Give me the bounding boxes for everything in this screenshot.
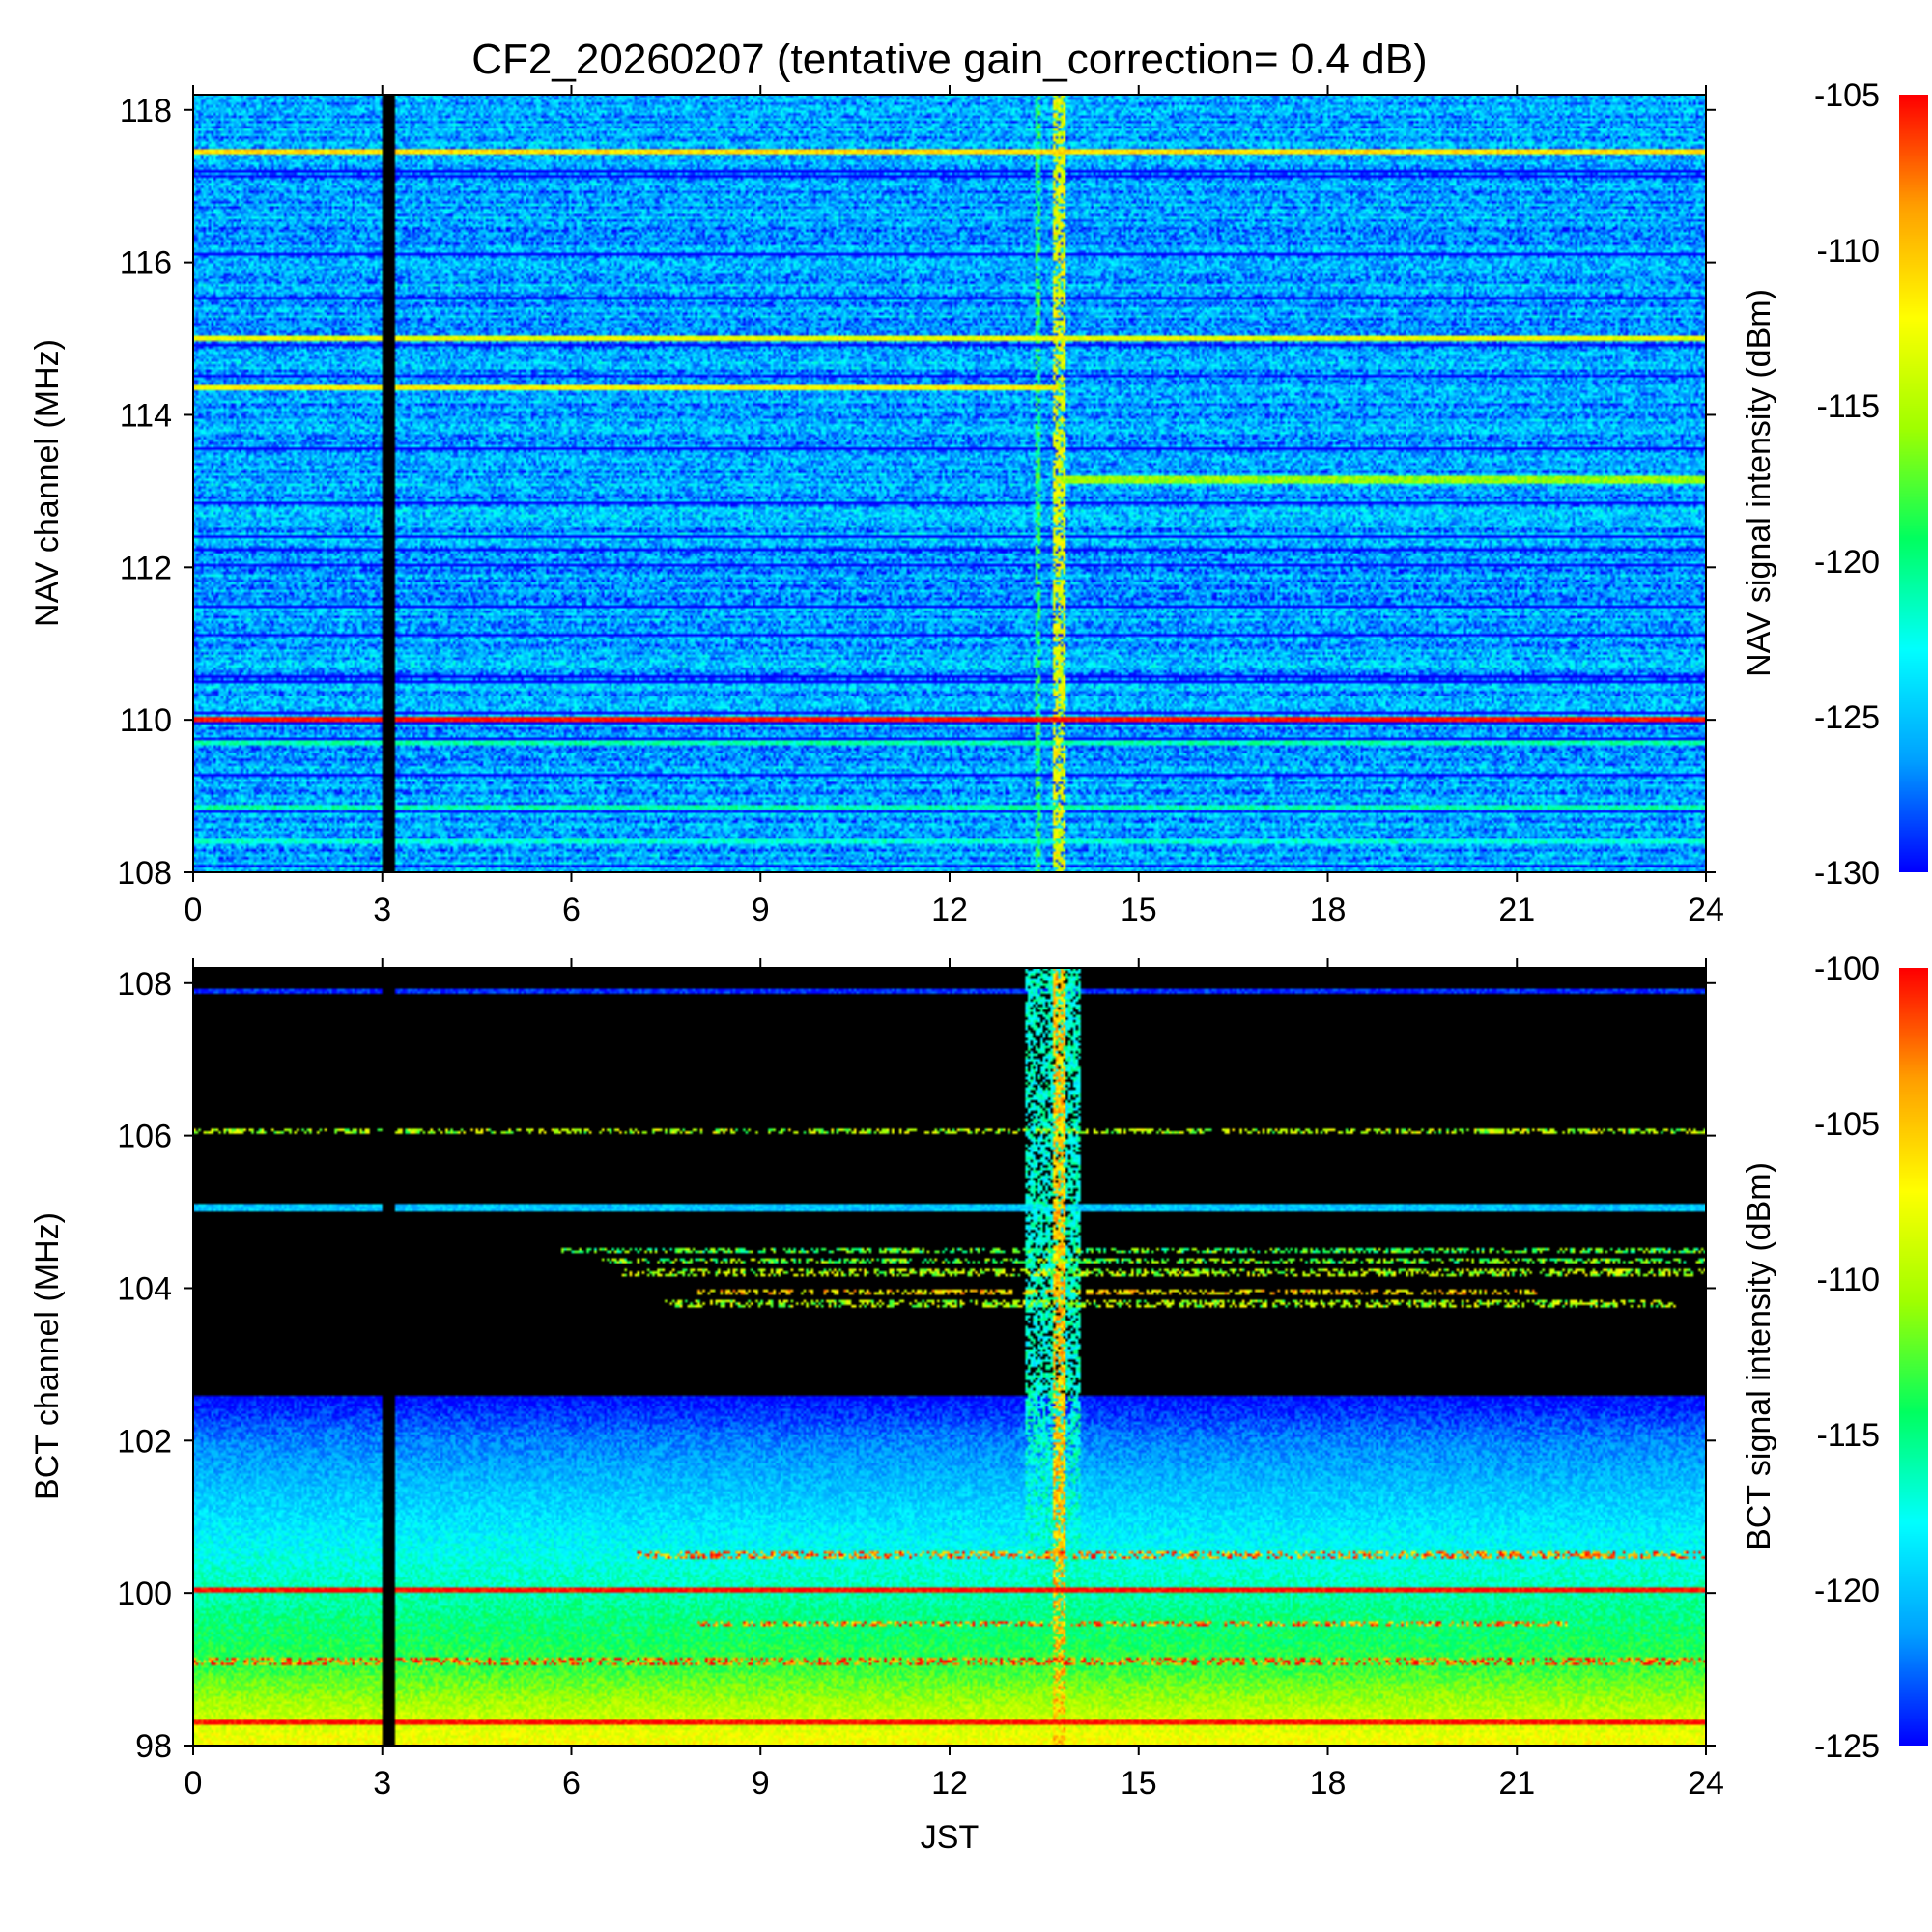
x-tick-label: 21 xyxy=(1498,892,1535,928)
nav-y-ticks: 108 110 112 114 116 118 xyxy=(117,93,1716,892)
bct-colorbar-ticks: -125 -120 -115 -110 -105 -100 xyxy=(1814,951,1880,1765)
colorbar-tick-label: -110 xyxy=(1816,1262,1880,1298)
nav-colorbar-ticks: -130 -125 -120 -115 -110 -105 xyxy=(1814,77,1880,892)
bct-x-ticks: 0 3 6 9 12 15 18 21 24 xyxy=(185,958,1724,1802)
colorbar-tick-label: -105 xyxy=(1814,1106,1880,1143)
x-tick-label: 9 xyxy=(752,1765,770,1802)
x-tick-label: 0 xyxy=(185,1765,203,1802)
x-tick-label: 21 xyxy=(1498,1765,1535,1802)
colorbar-tick-label: -120 xyxy=(1814,544,1880,581)
colorbar-tick-label: -110 xyxy=(1816,233,1880,270)
x-tick-label: 6 xyxy=(562,892,581,928)
bct-y-ticks: 98 100 102 104 106 108 xyxy=(117,966,1716,1765)
bct-y-axis-label: BCT channel (MHz) xyxy=(29,1212,66,1500)
y-tick-label: 110 xyxy=(120,702,172,739)
colorbar-tick-label: -125 xyxy=(1814,699,1880,736)
x-tick-label: 3 xyxy=(373,892,391,928)
y-tick-label: 108 xyxy=(117,966,172,1003)
y-tick-label: 106 xyxy=(117,1119,172,1155)
x-tick-label: 15 xyxy=(1121,892,1157,928)
x-tick-label: 24 xyxy=(1688,1765,1724,1802)
colorbar-tick-label: -105 xyxy=(1814,77,1880,114)
x-tick-label: 0 xyxy=(185,892,203,928)
x-tick-label: 24 xyxy=(1688,892,1724,928)
y-tick-label: 100 xyxy=(117,1576,172,1612)
y-tick-label: 108 xyxy=(117,855,172,892)
x-tick-label: 3 xyxy=(373,1765,391,1802)
bct-spectrogram xyxy=(193,968,1706,1746)
bct-colorbar-label: BCT signal intensity (dBm) xyxy=(1741,1162,1777,1550)
colorbar-tick-label: -115 xyxy=(1816,388,1880,425)
colorbar-tick-label: -115 xyxy=(1816,1417,1880,1454)
y-tick-label: 118 xyxy=(120,93,172,129)
nav-colorbar-label: NAV signal intensity (dBm) xyxy=(1741,289,1777,677)
bct-colorbar xyxy=(1899,968,1928,1746)
x-tick-label: 12 xyxy=(931,1765,968,1802)
nav-y-axis-label: NAV channel (MHz) xyxy=(29,339,66,627)
y-tick-label: 98 xyxy=(135,1728,172,1765)
bct-panel: 0 3 6 9 12 15 18 21 24 98 100 102 104 106 108 BCT cha… xyxy=(29,951,1928,1856)
colorbar-tick-label: -100 xyxy=(1814,951,1880,987)
colorbar-tick-label: -125 xyxy=(1814,1728,1880,1765)
x-tick-label: 6 xyxy=(562,1765,581,1802)
x-tick-label: 18 xyxy=(1310,892,1347,928)
colorbar-tick-label: -120 xyxy=(1814,1573,1880,1609)
y-tick-label: 102 xyxy=(117,1423,172,1460)
nav-x-ticks: 0 3 6 9 12 15 18 21 24 xyxy=(185,85,1724,928)
colorbar-tick-label: -130 xyxy=(1814,855,1880,892)
y-tick-label: 116 xyxy=(120,245,172,282)
nav-panel: 0 3 6 9 12 15 18 21 24 108 110 112 114 116 118 NAV ch… xyxy=(29,77,1928,928)
y-tick-label: 112 xyxy=(120,550,172,586)
chart-title: CF2_20260207 (tentative gain_correction=… xyxy=(471,36,1427,83)
x-tick-label: 9 xyxy=(752,892,770,928)
x-tick-label: 12 xyxy=(931,892,968,928)
y-tick-label: 114 xyxy=(120,397,172,434)
nav-spectrogram xyxy=(193,95,1706,872)
x-tick-label: 18 xyxy=(1310,1765,1347,1802)
x-tick-label: 15 xyxy=(1121,1765,1157,1802)
y-tick-label: 104 xyxy=(117,1270,172,1307)
nav-colorbar xyxy=(1899,95,1928,872)
x-axis-label: JST xyxy=(921,1819,979,1856)
